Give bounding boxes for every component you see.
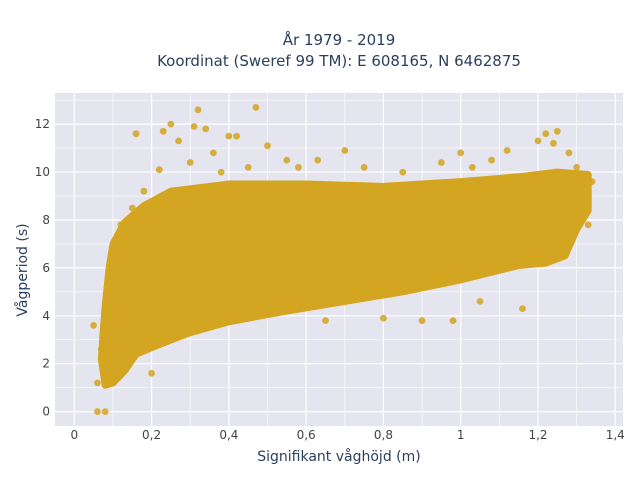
scatter-point (314, 156, 322, 164)
scatter-point (283, 156, 291, 164)
scatter-point (117, 221, 125, 229)
y-tick-label: 8 (42, 213, 50, 227)
scatter-point (584, 221, 592, 229)
dense-point-region (97, 168, 592, 389)
x-axis-title: Signifikant våghöjd (m) (257, 448, 420, 465)
scatter-point (553, 127, 561, 135)
scatter-point (488, 156, 495, 164)
scatter-point (225, 132, 233, 140)
scatter-point (155, 166, 163, 174)
scatter-point (132, 130, 140, 138)
y-tick-label: 0 (42, 405, 50, 419)
scatter-point (94, 379, 101, 387)
bulk-data-cloud (97, 168, 592, 389)
scatter-point (109, 379, 117, 387)
scatter-point (148, 369, 156, 377)
scatter-point (399, 168, 407, 176)
scatter-point (101, 408, 109, 415)
x-tick-label: 0,2 (142, 428, 161, 442)
scatter-point (117, 360, 125, 368)
chart-subtitle: Koordinat (Sweref 99 TM): E 608165, N 64… (157, 52, 521, 70)
y-tick-label: 12 (35, 117, 50, 131)
x-tick-label: 1,2 (528, 428, 547, 442)
scatter-point (588, 178, 596, 186)
y-tick-label: 4 (42, 309, 50, 323)
scatter-point (519, 305, 526, 312)
scatter-point (503, 147, 511, 154)
scatter-point (244, 163, 252, 171)
scatter-point (468, 163, 476, 171)
scatter-point (550, 139, 557, 147)
scatter-point (360, 163, 368, 171)
scatter-point (565, 149, 573, 157)
x-tick-label: 1,4 (606, 428, 625, 442)
scatter-point (380, 314, 387, 322)
scatter-point (109, 259, 117, 267)
scatter-point (94, 408, 101, 415)
scatter-point (98, 345, 105, 353)
scatter-point (573, 219, 580, 226)
scatter-point (202, 125, 210, 133)
y-tick-label: 10 (35, 165, 50, 179)
scatter-point (167, 120, 175, 128)
data-points (90, 104, 596, 415)
scatter-point (573, 163, 580, 171)
chart-title: År 1979 - 2019 (283, 30, 396, 49)
y-axis-ticks: 0 2 4 6 8 10 12 (35, 117, 50, 418)
scatter-point (322, 317, 329, 324)
scatter-point (186, 159, 194, 166)
scatter-point (264, 142, 271, 150)
x-axis-ticks: 0 0,2 0,4 0,6 0,8 1 1,2 1,4 (70, 428, 624, 442)
scatter-point (217, 168, 225, 176)
scatter-point (438, 159, 445, 166)
scatter-point (534, 137, 542, 145)
scatter-point (140, 187, 148, 195)
scatter-point (190, 123, 198, 130)
x-tick-label: 0,6 (297, 428, 316, 442)
y-tick-label: 6 (42, 261, 50, 275)
x-tick-label: 0,4 (219, 428, 238, 442)
scatter-point (341, 147, 349, 154)
scatter-point (159, 127, 167, 135)
scatter-point (128, 204, 136, 212)
scatter-point (175, 137, 183, 145)
scatter-point (295, 163, 302, 171)
scatter-point (476, 298, 484, 305)
scatter-point (457, 149, 465, 157)
x-tick-label: 0,8 (374, 428, 393, 442)
scatter-point (210, 149, 217, 157)
scatter-point (418, 317, 426, 324)
scatter-point (542, 130, 550, 138)
x-tick-label: 0 (70, 428, 78, 442)
scatter-point (252, 104, 260, 111)
y-axis-title: Vågperiod (s) (14, 223, 31, 316)
scatter-point (581, 173, 588, 181)
x-tick-label: 1 (457, 428, 465, 442)
scatter-point (449, 317, 457, 324)
scatter-point (90, 322, 97, 329)
scatter-point (194, 106, 202, 114)
y-tick-label: 2 (42, 357, 50, 371)
scatter-point (233, 132, 241, 140)
